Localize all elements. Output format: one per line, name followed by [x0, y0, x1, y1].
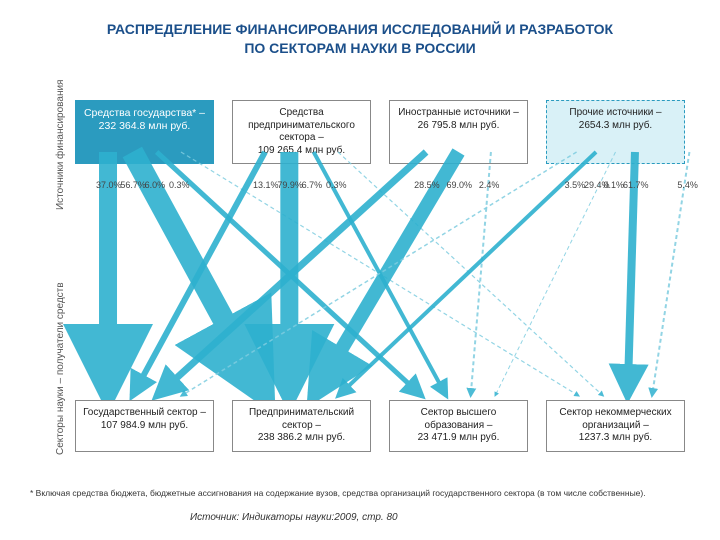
source-box-other: Прочие источники – 2654.3 млн руб. — [546, 100, 685, 164]
source-amount: 232 364.8 млн руб. — [99, 120, 191, 132]
target-amount: 1237.3 млн руб. — [579, 432, 652, 443]
target-box-government: Государственный сектор – 107 984.9 млн р… — [75, 400, 214, 452]
source-label: Иностранные источники – — [398, 107, 519, 118]
flow-pct-label: 6.7% — [302, 180, 323, 190]
target-box-education: Сектор высшего образования – 23 471.9 мл… — [389, 400, 528, 452]
flow-pct-label: 13.1% — [253, 180, 279, 190]
source-box-foreign: Иностранные источники – 26 795.8 млн руб… — [389, 100, 528, 164]
title-line-2: ПО СЕКТОРАМ НАУКИ В РОССИИ — [244, 40, 475, 56]
source-amount: 109 265.4 млн руб. — [258, 145, 345, 156]
flow-pct-label: 61.7% — [623, 180, 649, 190]
flow-pct-label: 56.7% — [120, 180, 146, 190]
target-label: Предпринимательский сектор – — [249, 407, 354, 431]
flow-pct-label: 3.5% — [565, 180, 586, 190]
flow-pct-label: 28.5% — [414, 180, 440, 190]
flow-pct-label: 5.4% — [677, 180, 698, 190]
targets-row: Государственный сектор – 107 984.9 млн р… — [75, 400, 685, 452]
flow-pct-label: 0.3% — [326, 180, 347, 190]
source-amount: 26 795.8 млн руб. — [418, 120, 500, 131]
target-box-enterprise: Предпринимательский сектор – 238 386.2 м… — [232, 400, 371, 452]
source-box-state: Средства государства* – 232 364.8 млн ру… — [75, 100, 214, 164]
source-label: Средства предпринимательского сектора – — [248, 107, 355, 143]
flow-pct-label: 69.0% — [447, 180, 473, 190]
page-title: РАСПРЕДЕЛЕНИЕ ФИНАНСИРОВАНИЯ ИССЛЕДОВАНИ… — [0, 0, 720, 66]
footnote: * Включая средства бюджета, бюджетные ас… — [30, 488, 646, 498]
flow-pct-label: 0.1% — [604, 180, 625, 190]
source-amount: 2654.3 млн руб. — [579, 120, 652, 131]
axis-label-sources: Источники финансирования — [55, 80, 66, 210]
target-amount: 23 471.9 млн руб. — [418, 432, 500, 443]
source-label: Средства государства* – — [84, 107, 205, 119]
sources-row: Средства государства* – 232 364.8 млн ру… — [75, 100, 685, 164]
target-box-nonprofit: Сектор некоммерческих организаций – 1237… — [546, 400, 685, 452]
axis-label-targets: Секторы науки – получатели средств — [55, 282, 66, 455]
citation: Источник: Индикаторы науки:2009, стр. 80 — [190, 512, 398, 524]
title-line-1: РАСПРЕДЕЛЕНИЕ ФИНАНСИРОВАНИЯ ИССЛЕДОВАНИ… — [107, 21, 613, 37]
flow-pct-label: 2.4% — [479, 180, 500, 190]
flow-pct-label: 6.0% — [145, 180, 166, 190]
flow-pct-label: 0.3% — [169, 180, 190, 190]
flow-diagram — [0, 0, 720, 540]
target-amount: 107 984.9 млн руб. — [101, 420, 188, 431]
source-label: Прочие источники – — [569, 107, 661, 118]
source-box-business: Средства предпринимательского сектора – … — [232, 100, 371, 164]
target-amount: 238 386.2 млн руб. — [258, 432, 345, 443]
flow-pct-label: 37.0% — [96, 180, 122, 190]
target-label: Государственный сектор – — [83, 407, 206, 418]
target-label: Сектор некоммерческих организаций – — [559, 407, 671, 431]
target-label: Сектор высшего образования – — [421, 407, 497, 431]
flow-pct-label: 79.9% — [277, 180, 303, 190]
